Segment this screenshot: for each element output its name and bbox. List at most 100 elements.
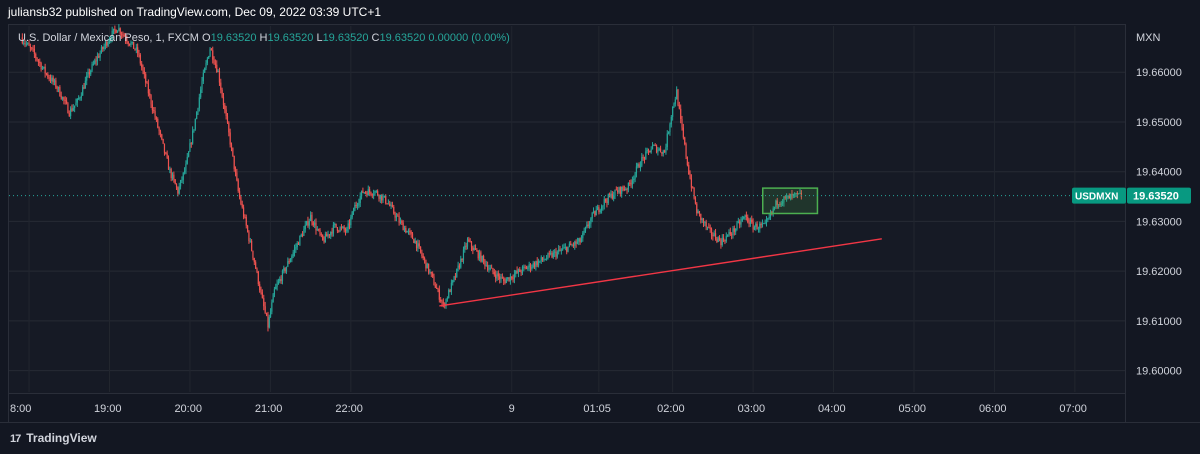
candle-body — [265, 312, 268, 316]
legend-high-label: H — [259, 32, 268, 44]
candle-body — [214, 63, 217, 65]
candle-body — [429, 271, 431, 273]
overlay-layer — [9, 187, 1125, 307]
candle-body — [366, 192, 368, 196]
candle-body — [729, 231, 731, 235]
candle-body — [378, 195, 380, 199]
candle-body — [516, 270, 518, 273]
candle-body — [558, 249, 560, 252]
candle-body — [299, 235, 301, 245]
candle-body — [308, 221, 310, 226]
candle-body — [421, 251, 423, 257]
legend-close-value: 19.63520 — [379, 32, 426, 44]
candle-body — [684, 137, 686, 145]
candle-body — [94, 60, 96, 64]
candle-body — [668, 132, 670, 134]
candle-body — [370, 192, 372, 195]
candle-body — [508, 277, 510, 281]
candle-body — [686, 156, 688, 166]
candle-body — [532, 263, 534, 268]
candle-body — [462, 249, 465, 261]
candle-body — [563, 247, 565, 249]
candle-body — [780, 203, 782, 205]
time-tick-label: 19:00 — [94, 403, 122, 415]
candle-body — [743, 216, 745, 219]
candle-body — [82, 87, 84, 96]
candle-body — [67, 103, 69, 114]
candle-body — [555, 251, 557, 257]
candle-body — [771, 212, 773, 213]
candle-body — [689, 174, 691, 179]
candle-body — [174, 179, 176, 185]
candle-body — [445, 299, 447, 307]
candle-body — [493, 272, 495, 275]
candle-body — [158, 127, 160, 132]
candle-body — [623, 189, 625, 190]
candle-body — [104, 42, 107, 47]
legend-open-label: O — [202, 32, 211, 44]
candle-body — [133, 41, 135, 49]
candle-body — [676, 89, 678, 100]
candle-body — [535, 261, 537, 267]
candle-body — [295, 247, 297, 249]
candle-body — [135, 47, 137, 50]
candle-body — [470, 241, 473, 248]
candle-body — [714, 233, 717, 240]
candle-body — [799, 192, 801, 194]
candle-body — [326, 234, 328, 237]
time-axis-area[interactable] — [8, 394, 1126, 422]
candle-body — [533, 263, 536, 267]
candle-body — [513, 274, 516, 279]
price-tick-label: 19.62000 — [1136, 266, 1182, 278]
candle-body — [409, 230, 411, 232]
candle-body — [389, 203, 391, 206]
candle-body — [391, 204, 394, 207]
candle-body — [221, 89, 223, 97]
chart-panel[interactable] — [8, 24, 1126, 394]
tradingview-logo[interactable]: 17 TradingView — [10, 431, 97, 445]
candle-body — [48, 77, 50, 79]
candle-body — [204, 68, 206, 73]
trend-line — [439, 238, 882, 307]
candle-body — [661, 152, 663, 154]
candle-body — [570, 243, 572, 246]
candle-body — [478, 252, 481, 259]
candle-body — [551, 253, 553, 258]
candle-body — [547, 253, 549, 259]
candle-body — [343, 226, 345, 230]
candle-body — [415, 240, 418, 249]
candle-body — [131, 41, 133, 43]
candle-body — [673, 103, 675, 107]
candle-body — [505, 279, 507, 284]
candle-body — [481, 255, 483, 262]
candle-body — [190, 143, 192, 145]
candle-body — [367, 189, 369, 196]
candle-body — [86, 75, 88, 81]
candle-body — [216, 64, 218, 72]
candle-body — [196, 112, 198, 120]
candle-body — [423, 257, 426, 260]
candle-body — [79, 97, 81, 99]
candle-body — [776, 200, 778, 205]
candle-body — [733, 228, 735, 232]
candle-body — [794, 193, 796, 195]
candle-body — [21, 37, 23, 44]
candle-body — [359, 196, 361, 203]
candle-body — [288, 261, 290, 263]
candle-body — [63, 97, 65, 101]
candle-body — [756, 223, 758, 230]
candle-body — [397, 215, 399, 217]
candle-body — [110, 39, 112, 40]
candle-body — [347, 223, 349, 229]
candle-body — [226, 116, 229, 123]
candle-body — [169, 169, 171, 171]
candle-body — [525, 267, 528, 270]
candle-body — [405, 227, 407, 233]
candle-body — [123, 34, 125, 37]
candle-body — [106, 42, 108, 46]
candle-body — [745, 215, 747, 217]
candle-body — [596, 206, 599, 210]
candle-body — [279, 278, 281, 282]
candle-body — [564, 247, 566, 248]
